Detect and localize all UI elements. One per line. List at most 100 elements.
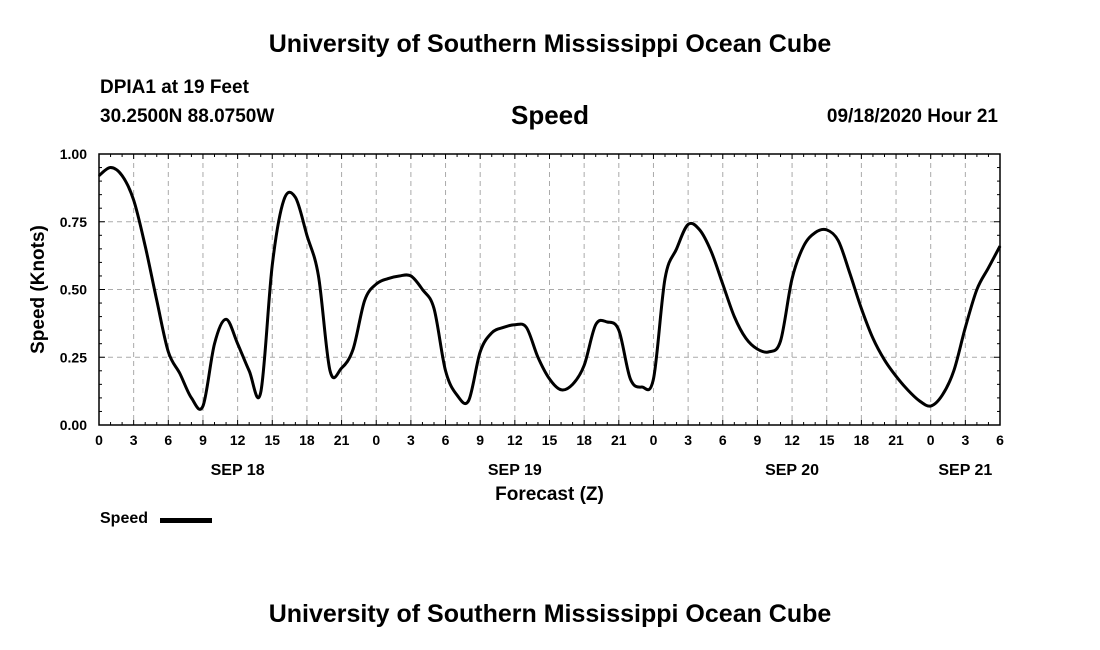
- speed-point: [514, 323, 516, 326]
- variable-title: Speed: [510, 100, 590, 130]
- speed-point: [444, 370, 447, 372]
- speed-point: [340, 367, 343, 369]
- x-ticks: 0 3 6 9 12 15 18 21 0 3 6 9 12 15 18 21 0 3 6 9 12 15 18 21 0 3 6: [95, 154, 1004, 448]
- speed-point: [710, 250, 713, 253]
- speed-point: [837, 239, 840, 242]
- speed-point: [202, 405, 204, 407]
- x-tick-label: 12: [230, 432, 246, 448]
- speed-point: [883, 359, 886, 361]
- speed-point: [294, 196, 297, 199]
- speed-point: [768, 351, 770, 353]
- x-tick-label: 0: [95, 432, 103, 448]
- x-tick-label: 3: [130, 432, 138, 448]
- y-tick-label: 0.50: [60, 282, 87, 298]
- x-tick-label: 21: [888, 432, 904, 448]
- date-label: SEP 19: [488, 462, 542, 479]
- speed-point: [225, 318, 227, 321]
- x-tick-label: 15: [819, 432, 835, 448]
- speed-point: [664, 277, 666, 280]
- x-tick-label: 6: [719, 432, 727, 448]
- speed-point: [698, 229, 701, 231]
- x-tick-label: 0: [650, 432, 658, 448]
- x-tick-label: 9: [199, 432, 207, 448]
- speed-point: [259, 391, 262, 394]
- speed-point: [860, 307, 863, 310]
- legend-label: Speed: [100, 510, 149, 527]
- x-tick-label: 6: [996, 432, 1004, 448]
- speed-point: [779, 340, 782, 342]
- speed-point: [155, 299, 158, 302]
- speed-point: [571, 383, 574, 386]
- y-ticks: 0.00 0.25 0.50 0.75 1.00: [60, 146, 1000, 433]
- x-tick-label: 9: [476, 432, 484, 448]
- station-coords: 30.2500N 88.0750W: [100, 106, 275, 127]
- x-tick-label: 18: [854, 432, 870, 448]
- speed-point: [398, 275, 401, 277]
- speed-point: [560, 388, 562, 391]
- speed-line: [98, 166, 1002, 411]
- speed-point: [687, 223, 689, 226]
- speed-point: [121, 174, 123, 177]
- speed-point: [652, 378, 655, 380]
- issued-time: 09/18/2020 Hour 21: [826, 106, 998, 127]
- speed-point: [283, 199, 285, 201]
- x-tick-label: 15: [264, 432, 280, 448]
- footer-title: University of Southern Mississippi Ocean…: [268, 600, 832, 628]
- speed-point: [236, 342, 239, 345]
- speed-point: [825, 229, 828, 231]
- speed-point: [606, 321, 609, 323]
- x-tick-label: 3: [684, 432, 692, 448]
- speed-point: [410, 275, 412, 277]
- x-tick-label: 12: [507, 432, 523, 448]
- y-tick-label: 1.00: [60, 146, 87, 162]
- speed-point: [386, 277, 389, 280]
- x-tick-label: 0: [372, 432, 380, 448]
- speed-point: [213, 342, 216, 345]
- date-label: SEP 21: [938, 462, 992, 479]
- speed-point: [502, 326, 505, 329]
- date-labels: SEP 18 SEP 19 SEP 20 SEP 21: [211, 462, 993, 479]
- speed-point: [802, 245, 805, 247]
- y-axis-label: Speed (Knots): [28, 225, 49, 354]
- x-tick-label: 21: [334, 432, 350, 448]
- speed-point: [964, 326, 967, 329]
- speed-point: [594, 323, 597, 326]
- speed-point: [190, 397, 193, 399]
- chart-title: University of Southern Mississippi Ocean…: [268, 30, 832, 58]
- speed-point: [179, 372, 181, 375]
- speed-point: [641, 386, 643, 388]
- plot-frame: [98, 153, 1001, 426]
- x-axis-label: Forecast (Z): [495, 484, 604, 505]
- date-label: SEP 20: [765, 462, 819, 479]
- speed-point: [629, 378, 632, 380]
- speed-point: [791, 277, 793, 280]
- speed-point: [421, 288, 424, 291]
- speed-point: [317, 275, 320, 277]
- y-tick-label: 0.00: [60, 417, 87, 433]
- y-tick-label: 0.75: [60, 214, 87, 230]
- speed-point: [306, 234, 308, 237]
- speed-point: [849, 272, 851, 275]
- x-tick-label: 3: [407, 432, 415, 448]
- grid-lines: [99, 154, 1000, 425]
- speed-point: [132, 199, 135, 201]
- speed-point: [467, 399, 470, 402]
- speed-point: [363, 299, 366, 302]
- speed-point: [537, 356, 539, 359]
- speed-point: [548, 378, 551, 380]
- speed-point: [941, 394, 944, 396]
- speed-point: [929, 405, 932, 407]
- speed-point: [745, 337, 747, 340]
- speed-point: [456, 394, 458, 396]
- date-label: SEP 18: [211, 462, 265, 479]
- x-tick-label: 0: [927, 432, 935, 448]
- speed-point: [479, 351, 481, 353]
- station-name: DPIA1 at 19 Feet: [100, 77, 249, 98]
- x-tick-label: 18: [576, 432, 592, 448]
- speed-point: [248, 370, 250, 372]
- speed-point: [721, 283, 724, 285]
- x-tick-label: 9: [754, 432, 762, 448]
- speed-point: [814, 231, 816, 234]
- x-tick-label: 6: [442, 432, 450, 448]
